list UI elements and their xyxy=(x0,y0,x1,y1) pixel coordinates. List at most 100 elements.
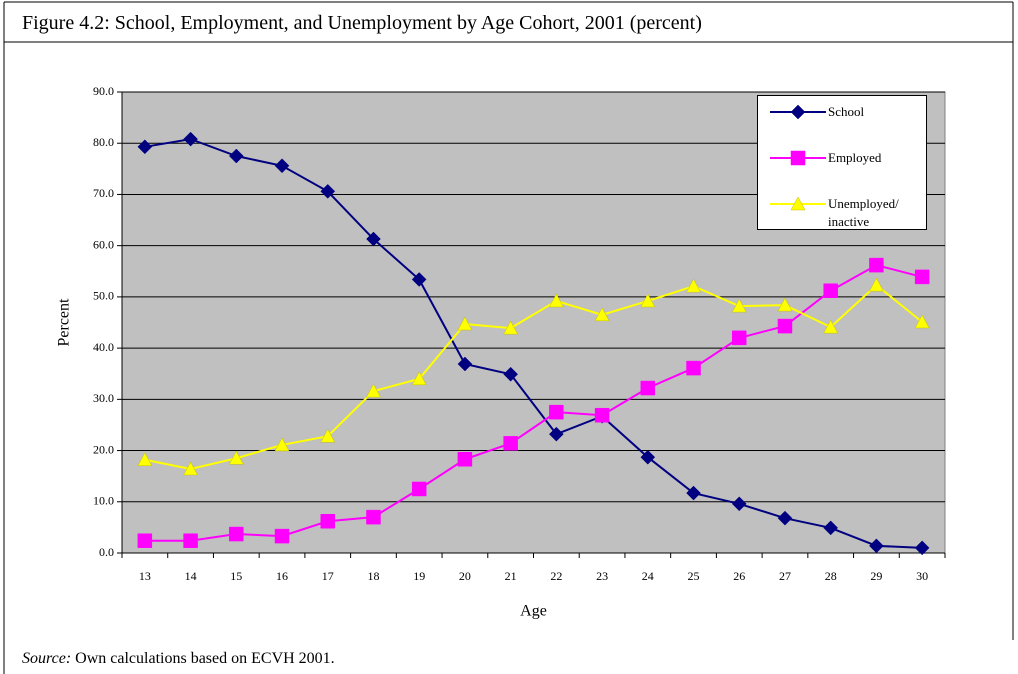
chart-title: Figure 4.2: School, Employment, and Unem… xyxy=(22,12,702,34)
data-point xyxy=(137,533,153,548)
data-point xyxy=(503,366,518,382)
data-point xyxy=(503,320,519,335)
x-tick-label: 15 xyxy=(230,569,242,583)
data-point xyxy=(503,436,518,451)
data-point xyxy=(411,371,427,386)
x-tick-label: 19 xyxy=(413,569,425,583)
x-tick-label: 25 xyxy=(688,569,700,583)
legend-marker xyxy=(790,150,806,166)
data-point xyxy=(183,461,199,476)
x-axis-label: Age xyxy=(520,603,547,620)
x-tick-label: 18 xyxy=(367,569,379,583)
series-line xyxy=(144,283,923,471)
x-tick-label: 28 xyxy=(825,569,837,583)
data-point xyxy=(183,131,198,147)
data-point xyxy=(229,526,244,542)
x-tick-label: 21 xyxy=(505,569,517,583)
data-point xyxy=(549,426,564,442)
x-tick-label: 16 xyxy=(276,569,288,583)
y-tick-label: 50.0 xyxy=(93,289,114,303)
x-tick-label: 23 xyxy=(596,569,608,583)
data-point xyxy=(457,316,473,331)
y-axis-label: Percent xyxy=(56,298,73,347)
data-point xyxy=(686,485,701,501)
legend-label: Unemployed/ inactive xyxy=(828,196,899,229)
data-point xyxy=(549,404,564,420)
data-point xyxy=(823,319,839,334)
source-text: Own calculations based on ECVH 2001. xyxy=(75,650,335,667)
x-tick-label: 30 xyxy=(916,569,928,583)
data-point xyxy=(731,496,747,512)
series-line xyxy=(144,138,923,549)
data-point xyxy=(732,330,747,346)
data-point xyxy=(366,509,381,525)
data-point xyxy=(594,307,610,322)
legend-swatch xyxy=(770,150,826,166)
data-point xyxy=(137,139,153,155)
data-point xyxy=(228,450,244,465)
data-point xyxy=(274,158,290,174)
data-point xyxy=(183,533,198,548)
legend: School Employed Unemployed/ inactive xyxy=(757,95,927,230)
x-tick-label: 14 xyxy=(185,569,197,583)
data-point xyxy=(686,278,701,293)
legend-item: Employed xyxy=(758,148,928,178)
data-point xyxy=(823,283,838,298)
x-tick-label: 20 xyxy=(459,569,471,583)
x-tick-label: 22 xyxy=(550,569,562,583)
data-point xyxy=(869,538,884,554)
data-point xyxy=(320,428,336,443)
data-point xyxy=(594,407,610,423)
data-point xyxy=(914,540,930,556)
y-tick-label: 0.0 xyxy=(99,545,114,559)
x-tick-label: 26 xyxy=(733,569,745,583)
x-tick-label: 24 xyxy=(642,569,654,583)
data-point xyxy=(640,293,656,308)
data-point xyxy=(731,298,747,313)
data-point xyxy=(366,231,381,247)
y-tick-label: 30.0 xyxy=(93,391,114,405)
y-tick-label: 40.0 xyxy=(93,340,114,354)
y-tick-label: 90.0 xyxy=(93,84,114,98)
data-point xyxy=(274,437,290,452)
data-point xyxy=(320,184,336,199)
data-point xyxy=(640,380,656,396)
source-label: Source: xyxy=(22,650,72,667)
data-point xyxy=(457,452,473,467)
data-point xyxy=(320,513,335,529)
data-point xyxy=(777,318,793,334)
x-tick-label: 13 xyxy=(139,569,151,583)
legend-marker xyxy=(790,104,806,120)
source-note: Source: Own calculations based on ECVH 2… xyxy=(22,650,335,668)
y-tick-label: 20.0 xyxy=(93,442,114,456)
data-point xyxy=(869,257,884,273)
data-point xyxy=(686,360,701,376)
data-point xyxy=(914,269,930,285)
data-point xyxy=(137,452,153,467)
data-point xyxy=(823,520,839,536)
data-point xyxy=(411,481,427,497)
legend-item: School xyxy=(758,102,928,132)
legend-marker xyxy=(790,196,806,211)
data-point xyxy=(914,314,930,329)
legend-item: Unemployed/ inactive xyxy=(758,194,928,229)
legend-swatch xyxy=(770,104,826,120)
data-point xyxy=(366,383,381,398)
data-point xyxy=(274,528,290,544)
x-tick-label: 17 xyxy=(322,569,334,583)
data-point xyxy=(777,297,793,312)
x-tick-label: 29 xyxy=(870,569,882,583)
data-point xyxy=(457,356,473,372)
legend-label: Employed xyxy=(828,150,882,165)
data-point xyxy=(640,449,656,465)
data-point xyxy=(411,272,427,287)
y-tick-label: 60.0 xyxy=(93,237,114,251)
legend-swatch xyxy=(770,196,826,211)
data-point xyxy=(548,293,564,308)
data-point xyxy=(228,148,244,164)
y-tick-label: 10.0 xyxy=(93,494,114,508)
x-tick-label: 27 xyxy=(779,569,791,583)
data-point xyxy=(868,277,884,292)
y-tick-label: 80.0 xyxy=(93,135,114,149)
